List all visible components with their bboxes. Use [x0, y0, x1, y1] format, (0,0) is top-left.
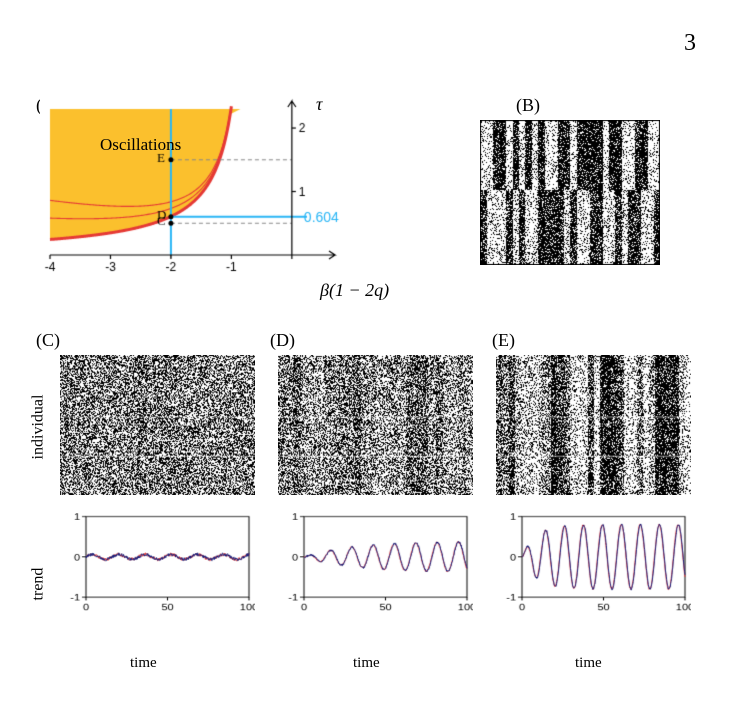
panel-c — [60, 355, 255, 495]
panel-b-raster — [480, 120, 660, 265]
panel-d-trend — [278, 510, 473, 620]
panel-e-raster — [496, 355, 691, 495]
panel-e-xlabel: time — [575, 655, 602, 672]
page-number: 3 — [684, 30, 696, 57]
panel-b — [480, 120, 660, 265]
panel-e — [496, 355, 691, 495]
oscillations-label: Oscillations — [100, 135, 181, 155]
panel-d-raster — [278, 355, 473, 495]
panel-c-xlabel: time — [130, 655, 157, 672]
panel-d-xlabel: time — [353, 655, 380, 672]
panel-e-trend-wrap — [496, 510, 691, 620]
panel-a-chart — [40, 95, 370, 280]
panel-c-trend — [60, 510, 255, 620]
panel-c-trend-wrap — [60, 510, 255, 620]
trend-label: trend — [29, 568, 47, 601]
individual-label: individual — [29, 395, 47, 460]
panel-a-ylabel: τ — [316, 94, 322, 115]
panel-e-trend — [496, 510, 691, 620]
panel-c-raster — [60, 355, 255, 495]
panel-d-label: (D) — [270, 330, 295, 351]
panel-d — [278, 355, 473, 495]
panel-d-trend-wrap — [278, 510, 473, 620]
panel-a — [40, 95, 370, 280]
panel-b-label: (B) — [516, 95, 540, 116]
panel-c-label: (C) — [36, 330, 60, 351]
panel-e-label: (E) — [492, 330, 515, 351]
panel-a-xlabel: β(1 − 2q) — [320, 280, 389, 301]
